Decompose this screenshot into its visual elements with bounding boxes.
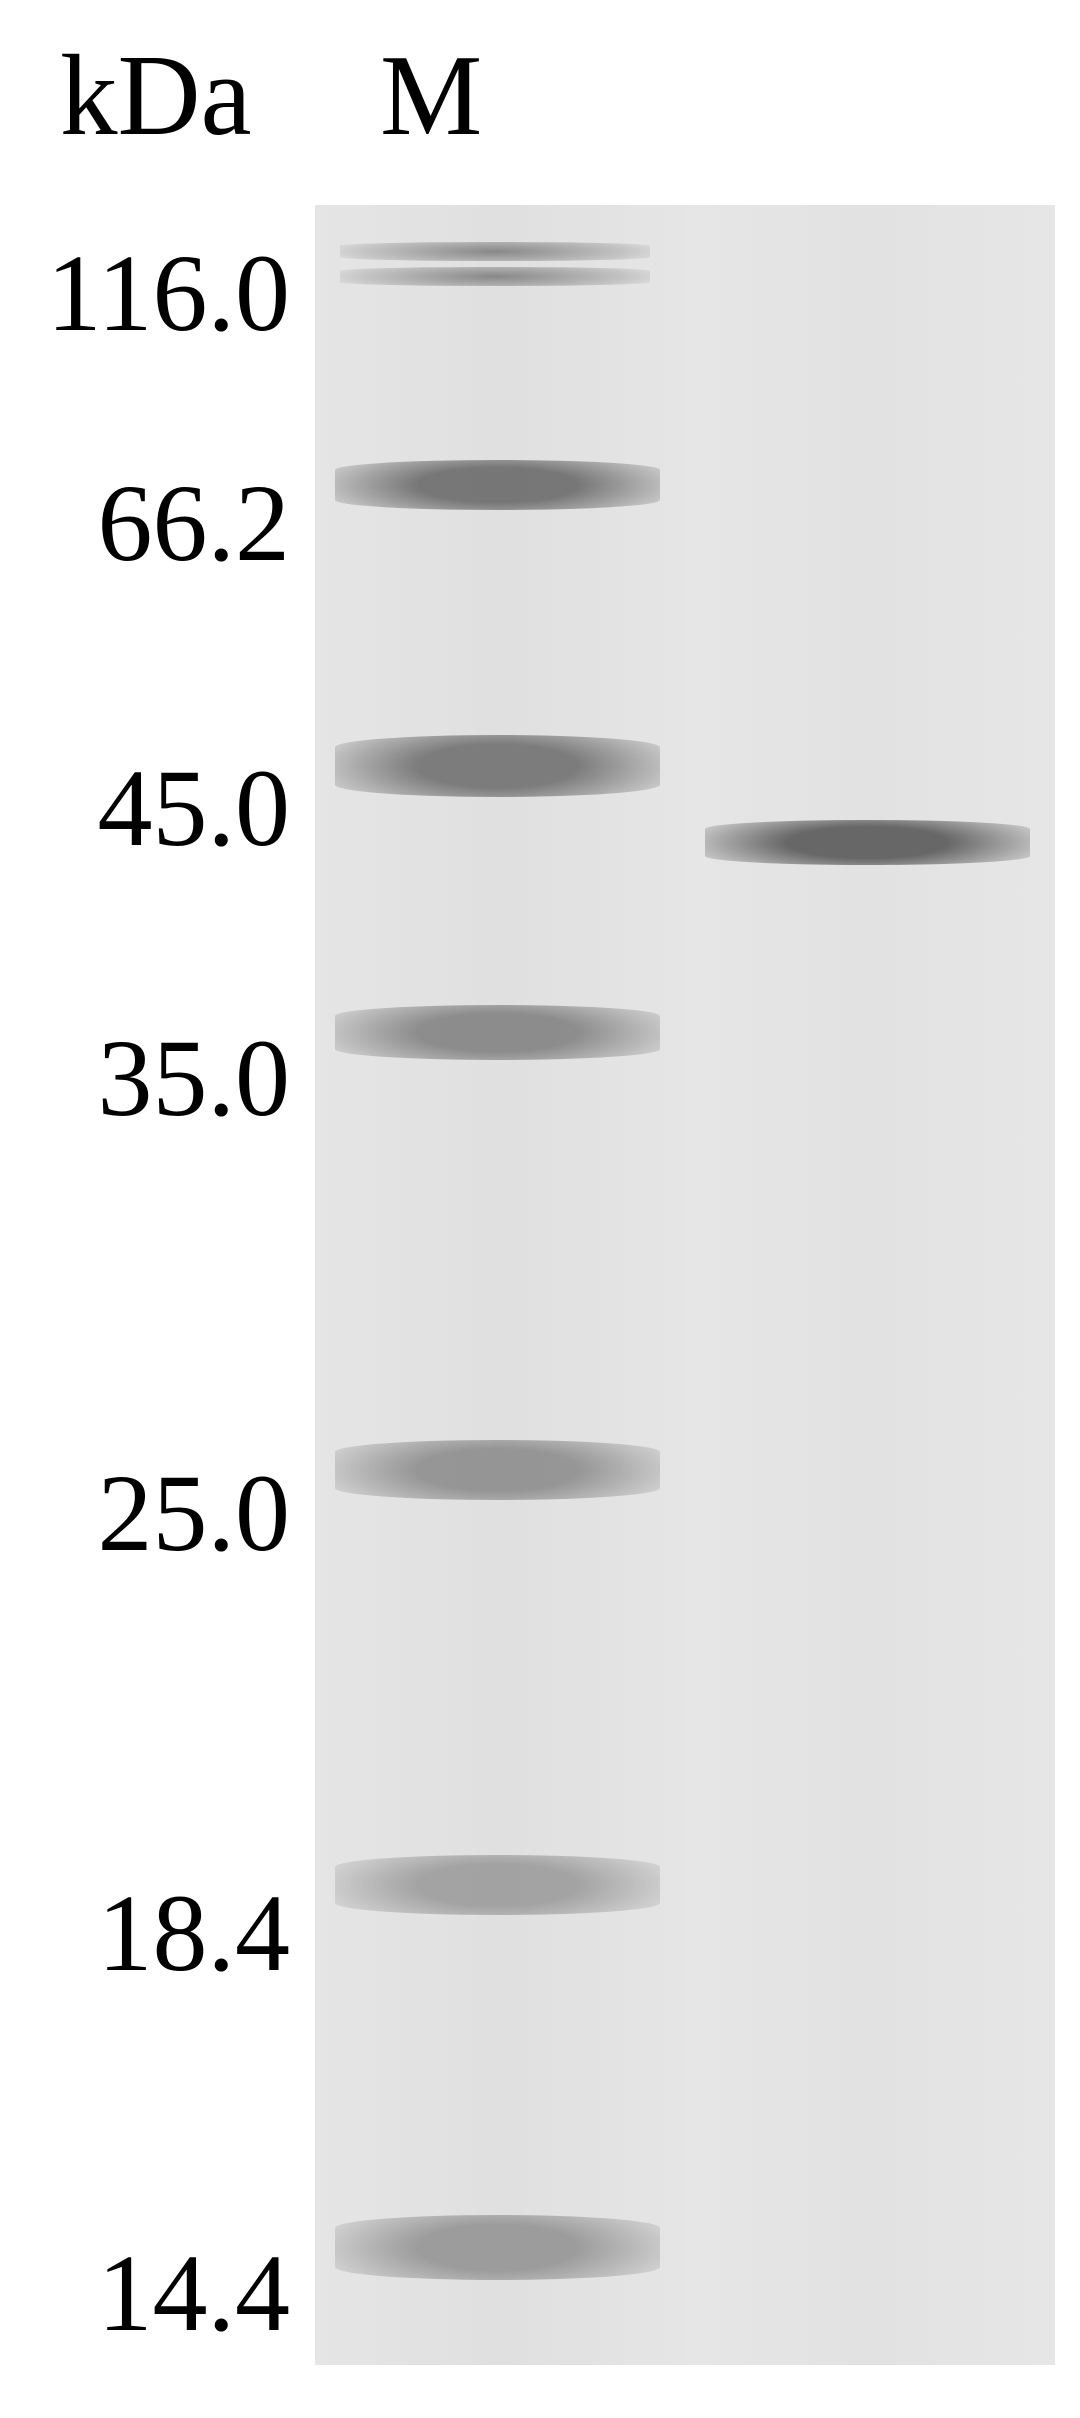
- y-axis-label: 14.4: [98, 2230, 291, 2357]
- gel-figure-container: kDa M 116.0 66.2 45.0 35.0 25.0 18.4 14.4: [0, 0, 1080, 2418]
- marker-band: [335, 2215, 660, 2280]
- sample-lane: [685, 205, 1055, 2365]
- y-axis-label: 116.0: [47, 230, 290, 357]
- marker-band: [335, 735, 660, 797]
- y-axis-label: 18.4: [98, 1870, 291, 1997]
- marker-header-label: M: [380, 30, 482, 162]
- marker-band: [340, 267, 650, 286]
- marker-band: [335, 1855, 660, 1915]
- marker-band: [335, 1005, 660, 1060]
- y-axis-label: 66.2: [98, 460, 291, 587]
- gel-image-area: [315, 205, 1055, 2365]
- marker-band: [340, 242, 650, 261]
- y-axis-label: 25.0: [98, 1450, 291, 1577]
- marker-lane: [315, 205, 685, 2365]
- y-axis-label: 45.0: [98, 745, 291, 872]
- marker-band: [335, 1440, 660, 1500]
- y-axis-label: 35.0: [98, 1015, 291, 1142]
- marker-band: [335, 460, 660, 510]
- sample-band: [705, 820, 1030, 865]
- kda-header-label: kDa: [60, 30, 252, 162]
